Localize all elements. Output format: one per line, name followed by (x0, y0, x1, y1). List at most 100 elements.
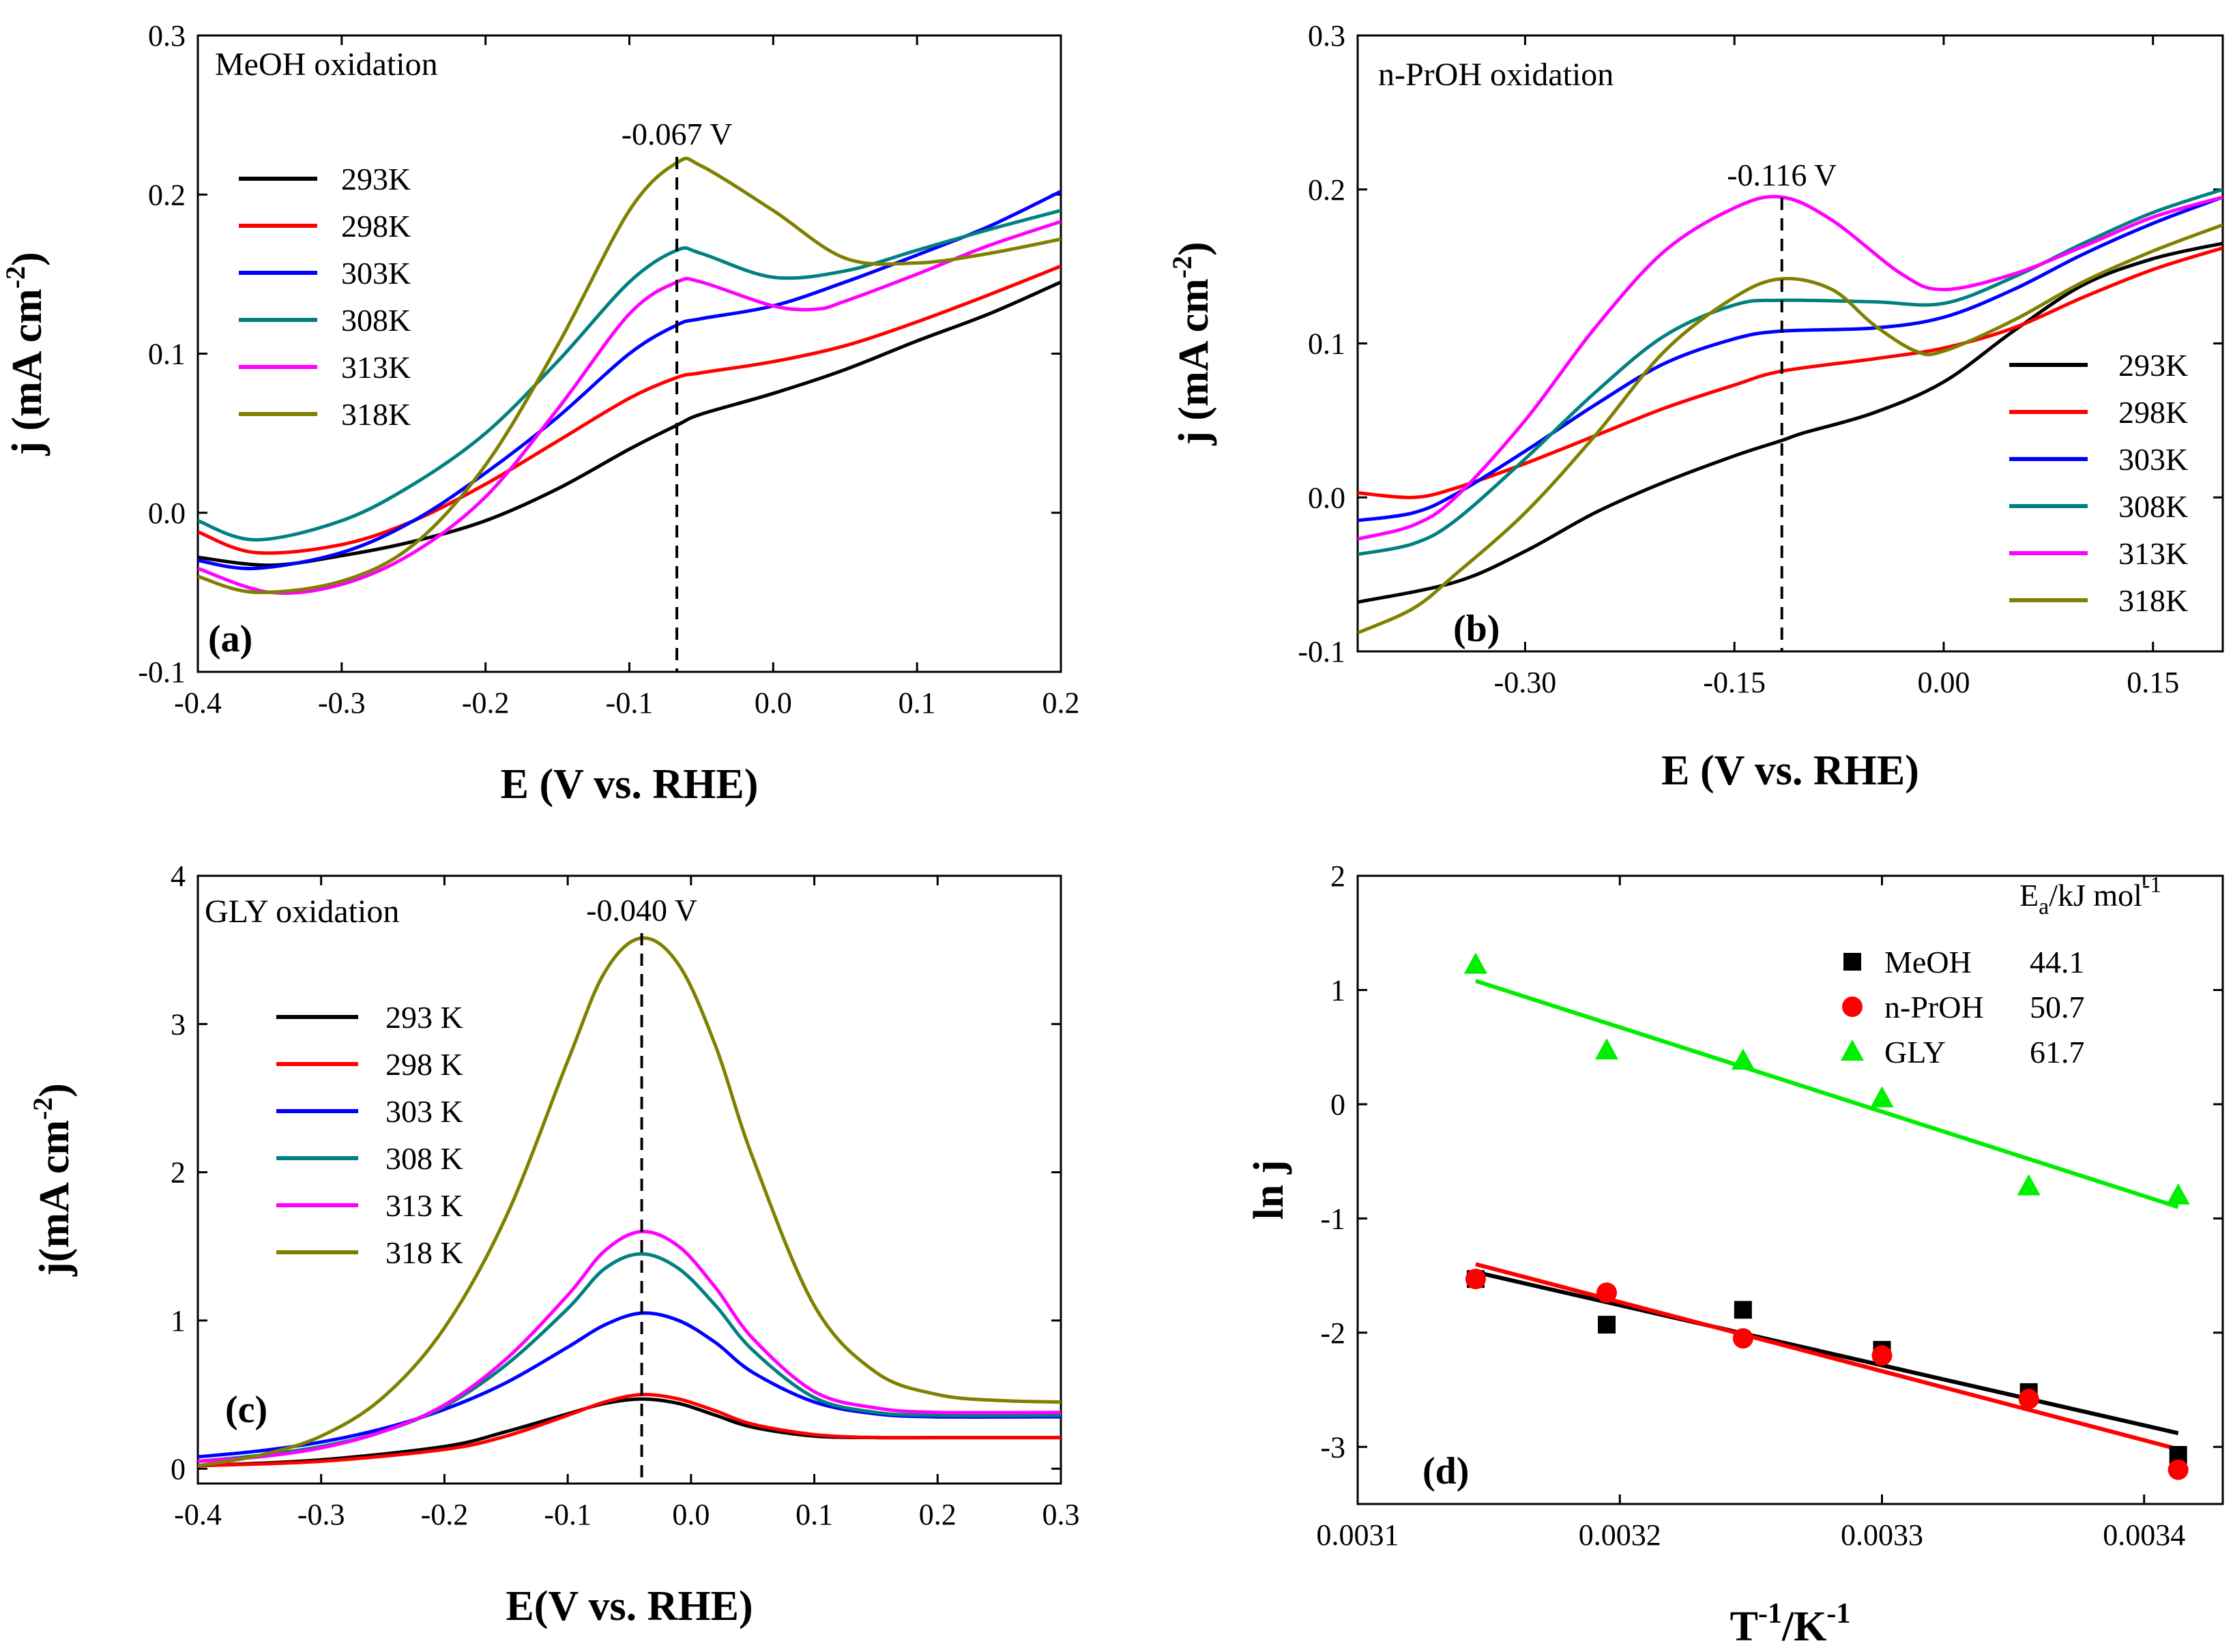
data-point-n-PrOH (1465, 1269, 1486, 1290)
series-line-293K (1358, 241, 2223, 604)
data-point-GLY (1731, 1048, 1755, 1070)
legend-marker (1843, 953, 1861, 971)
series-line-293K (198, 280, 1061, 567)
panel-label: (d) (1422, 1450, 1469, 1492)
y-axis-title-main: j (mA cm (1171, 278, 1217, 445)
y-tick-label: 0.3 (148, 19, 186, 53)
x-tick-label: -0.1 (606, 686, 654, 720)
y-tick-label: 0.0 (1308, 481, 1345, 514)
series-line-303K (198, 190, 1061, 571)
legend-label: 298K (2118, 395, 2188, 430)
panel-label: (a) (208, 618, 252, 660)
peak-marker-label: -0.067 V (622, 117, 733, 151)
legend-header-sup: -1 (2142, 872, 2161, 898)
data-point-n-PrOH (1732, 1328, 1753, 1349)
x-tick-label: 0.0034 (2103, 1518, 2185, 1552)
x-axis-title: E (V vs. RHE) (1661, 748, 1919, 794)
x-tick-label: 0.0032 (1579, 1518, 1661, 1552)
x-tick-label: -0.15 (1703, 666, 1766, 699)
series-line-303K (198, 1311, 1061, 1459)
y-tick-label: 2 (1330, 859, 1345, 893)
x-tick-label: 0.15 (2127, 666, 2179, 699)
legend-label: 293K (2118, 348, 2188, 383)
x-tick-label: 0.1 (796, 1498, 833, 1531)
x-tick-label: 0.0 (755, 686, 792, 720)
legend-label: MeOH (1884, 945, 1972, 979)
legend-label: 313K (341, 350, 411, 385)
series-line-298K (1358, 246, 2223, 499)
y-axis-title-sup: -2 (1167, 256, 1197, 278)
y-axis-title-sup: -2 (0, 266, 31, 289)
y-tick-label: 4 (171, 859, 186, 893)
fit-line-n-PrOH (1475, 1262, 2179, 1451)
legend-label: 293K (341, 162, 411, 196)
series-line-313K (1358, 194, 2223, 541)
data-point-MeOH (1734, 1301, 1752, 1319)
legend-header: Ea/kJ mol-1 (2019, 872, 2161, 919)
legend-ea-value: 61.7 (2030, 1035, 2085, 1070)
panel-label: (c) (225, 1389, 267, 1431)
x-tick-label: 0.00 (1917, 666, 1970, 699)
legend-label: n-PrOH (1884, 990, 1984, 1024)
data-point-n-PrOH (1596, 1282, 1618, 1303)
series-line-303K (1358, 195, 2223, 522)
legend-label: 303K (341, 256, 411, 291)
legend-label: 318K (341, 397, 411, 432)
plot-frame (196, 874, 1062, 1485)
panel-a: -0.4 -0.3 -0.2 -0.1 0.0 0.1 0.2 -0.1 0.0 0.1 0.2 0.… (0, 19, 1080, 808)
y-tick-label: 3 (171, 1007, 186, 1041)
x-tick-label: 0.0031 (1317, 1518, 1399, 1552)
legend-label: 303K (2118, 442, 2188, 477)
y-axis-title: j(mA cm-2) (27, 1083, 78, 1277)
series-line-298K (198, 264, 1061, 555)
y-tick-label: -2 (1320, 1316, 1345, 1350)
data-point-GLY (1463, 952, 1487, 974)
legend-header-rest: /kJ mol (2049, 878, 2142, 913)
legend-label: 308K (341, 303, 411, 338)
x-axis-title-main: T (1730, 1604, 1758, 1650)
data-point-n-PrOH (2018, 1388, 2039, 1409)
data-point-n-PrOH (2168, 1459, 2189, 1480)
y-axis-title-close: ) (31, 1083, 78, 1097)
y-tick-label: 0.3 (1308, 19, 1345, 53)
x-tick-label: 0.1 (899, 686, 936, 720)
y-tick-label: -0.1 (138, 655, 186, 689)
series-line-318K (198, 156, 1061, 595)
panel-b: -0.30 -0.15 0.00 0.15 -0.1 0.0 0.1 0.2 0.3 -0.116… (1167, 19, 2224, 794)
peak-marker-label: -0.040 V (586, 893, 697, 928)
y-tick-label: -0.1 (1298, 635, 1345, 668)
x-tick-label: -0.3 (318, 686, 366, 720)
series-line-313K (198, 220, 1061, 595)
y-axis-title: j (mA cm-2) (0, 252, 50, 456)
legend-label: 318 K (385, 1235, 463, 1270)
x-axis-title-mid: /K (1781, 1604, 1826, 1650)
panel-title: GLY oxidation (205, 894, 399, 930)
x-tick-label: -0.2 (462, 686, 510, 720)
series-group (198, 156, 1061, 595)
x-tick-label: -0.3 (297, 1498, 345, 1531)
legend-label: 293 K (385, 1000, 463, 1035)
y-tick-label: 1 (171, 1304, 186, 1338)
panel-title: n-PrOH oxidation (1378, 57, 1614, 93)
legend-label: 313K (2118, 536, 2188, 571)
y-tick-label: 1 (1330, 973, 1345, 1007)
y-tick-label: 0 (171, 1452, 186, 1486)
legend-label: 308 K (385, 1141, 463, 1176)
series-line-308K (198, 209, 1061, 542)
x-tick-label: 0.0 (672, 1498, 710, 1531)
x-axis-title-sup2: -1 (1826, 1598, 1850, 1629)
x-axis-title: T-1/K-1 (1730, 1598, 1851, 1650)
y-tick-label: 0.2 (1308, 173, 1345, 207)
legend-header-main: E (2019, 878, 2039, 913)
y-axis-title: j (mA cm-2) (1167, 241, 1217, 445)
data-point-GLY (1595, 1038, 1619, 1060)
peak-marker-label: -0.116 V (1727, 158, 1837, 192)
x-tick-label: -0.1 (544, 1498, 592, 1531)
y-tick-label: 0.1 (148, 338, 186, 371)
series-group (1358, 188, 2223, 635)
legend-ea-value: 50.7 (2030, 990, 2085, 1024)
data-point-n-PrOH (1871, 1345, 1893, 1366)
series-line-318K (1358, 223, 2223, 635)
panel-c: -0.4 -0.3 -0.2 -0.1 0.0 0.1 0.2 0.3 0 1 2 3 4 -0.040 … (27, 859, 1080, 1629)
